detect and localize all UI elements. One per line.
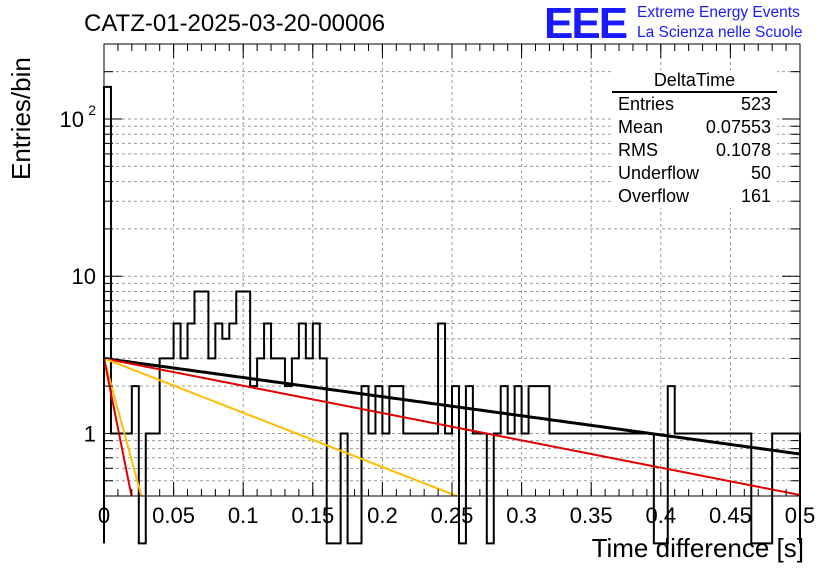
x-tick-label: 0.15 <box>291 503 334 528</box>
stats-box: DeltaTime Entries 523 Mean 0.07553 RMS 0… <box>612 70 777 208</box>
x-tick-label: 0.05 <box>152 503 195 528</box>
stats-label: RMS <box>618 140 658 160</box>
stats-row-underflow: Underflow 50 <box>612 162 777 185</box>
x-tick-label: 0.2 <box>367 503 398 528</box>
histogram-outline <box>103 85 801 545</box>
stats-title: DeltaTime <box>612 70 777 93</box>
stats-label: Overflow <box>618 186 690 206</box>
x-axis-label: Time difference [s] <box>591 533 804 563</box>
histogram-title: CATZ-01-2025-03-20-00006 <box>84 10 386 37</box>
stats-label: Underflow <box>618 163 700 183</box>
stats-value: 523 <box>740 94 771 114</box>
stats-row-overflow: Overflow 161 <box>612 185 777 208</box>
stats-row-entries: Entries 523 <box>612 93 777 116</box>
axes: 0 0.05 0.1 0.15 0.2 0.25 0.3 0.35 0.4 0.45 0.5 1 10 1… <box>60 43 816 528</box>
stats-value: 0.07553 <box>705 117 771 137</box>
stats-label: Entries <box>618 94 675 114</box>
x-tick-label: 0.5 <box>785 503 816 528</box>
y-tick-label-exponent: 2 <box>88 102 96 118</box>
x-tick-label: 0.1 <box>228 503 259 528</box>
fit-curve <box>104 356 800 456</box>
x-tick-label: 0.4 <box>646 503 677 528</box>
fit-curves <box>104 356 800 496</box>
histogram-bars <box>103 85 801 545</box>
logo-text: Extreme Energy Events La Scienza nelle S… <box>637 3 802 43</box>
logo-line-2: La Scienza nelle Scuole <box>637 24 803 41</box>
y-tick-label: 10 <box>60 107 84 132</box>
stats-value: 50 <box>750 163 771 183</box>
fit-curve <box>104 358 143 496</box>
stats-label: Mean <box>618 117 664 137</box>
eee-logo: EEE <box>544 0 628 48</box>
y-tick-label: 10 <box>72 264 96 289</box>
x-tick-label: 0.35 <box>570 503 613 528</box>
x-tick-label: 0 <box>98 503 110 528</box>
y-axis-label: Entries/bin <box>6 57 36 180</box>
fit-curve <box>104 358 133 496</box>
fit-curve <box>104 357 460 496</box>
x-tick-label: 0.3 <box>506 503 537 528</box>
x-tick-label: 0.25 <box>431 503 474 528</box>
logo-line-1: Extreme Energy Events <box>637 4 800 21</box>
fit-curve <box>104 357 800 496</box>
stats-value: 161 <box>740 186 771 206</box>
stats-row-mean: Mean 0.07553 <box>612 116 777 139</box>
stats-row-rms: RMS 0.1078 <box>612 139 777 162</box>
x-tick-label: 0.45 <box>709 503 752 528</box>
stats-value: 0.1078 <box>715 140 771 160</box>
y-tick-label: 1 <box>84 421 96 446</box>
